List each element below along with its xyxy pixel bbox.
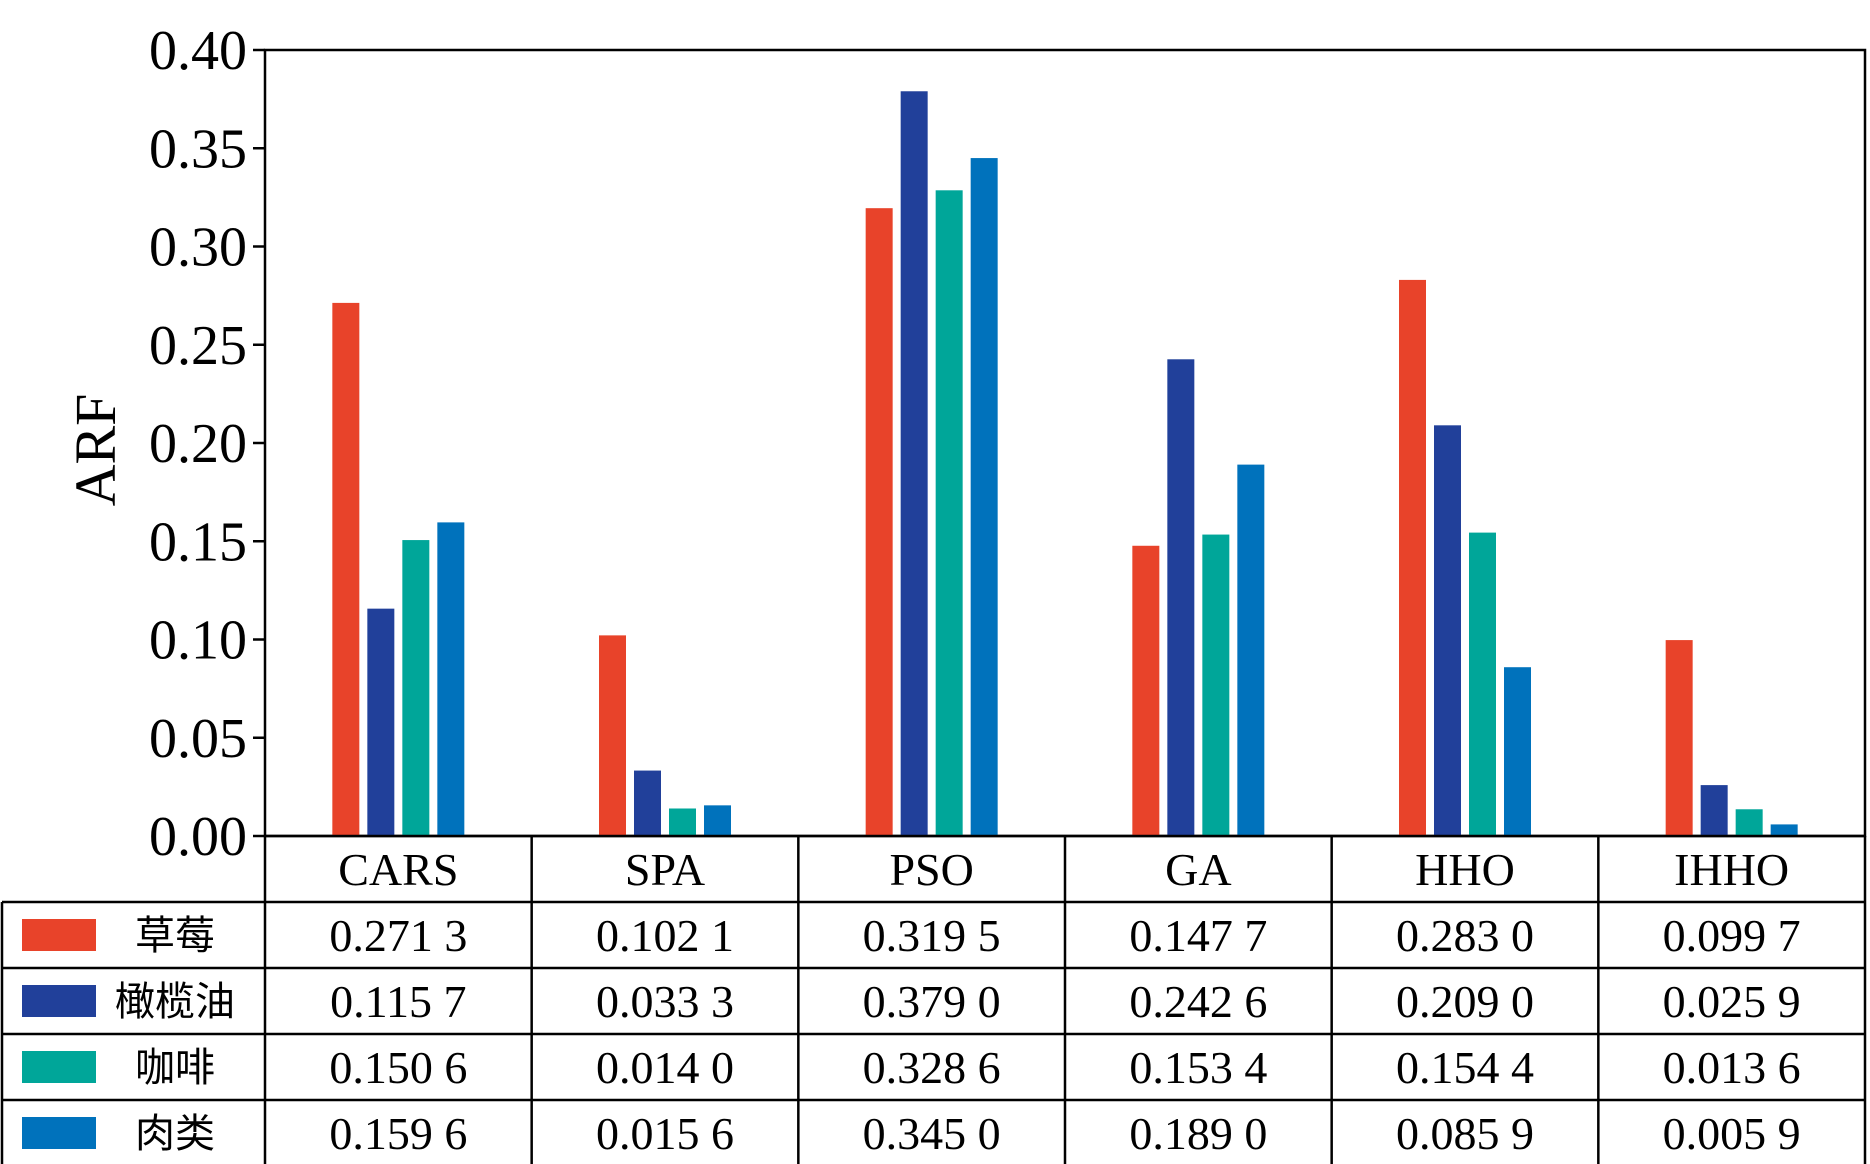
bar <box>1665 640 1693 836</box>
x-category-label: PSO <box>889 844 973 895</box>
data-label: 0.025 9 <box>1663 976 1801 1027</box>
data-label: 0.085 9 <box>1396 1108 1534 1159</box>
bar <box>1770 824 1798 836</box>
data-label: 0.379 0 <box>863 976 1001 1027</box>
data-label: 0.033 3 <box>596 976 734 1027</box>
legend-label: 橄榄油 <box>115 979 235 1025</box>
bar <box>402 540 430 836</box>
bar <box>1504 667 1531 836</box>
y-tick-label: 0.15 <box>149 511 247 573</box>
data-label: 0.283 0 <box>1396 910 1534 961</box>
bar <box>1399 279 1426 836</box>
x-category-label: HHO <box>1415 844 1515 895</box>
bar <box>437 522 465 836</box>
bar <box>1132 545 1160 836</box>
data-label: 0.115 7 <box>330 976 466 1027</box>
y-tick-label: 0.30 <box>149 217 247 279</box>
data-label: 0.005 9 <box>1663 1108 1801 1159</box>
data-label: 0.319 5 <box>863 910 1001 961</box>
bar <box>935 190 963 836</box>
data-label: 0.209 0 <box>1396 976 1534 1027</box>
bar <box>1469 532 1496 836</box>
data-label: 0.159 6 <box>329 1108 467 1159</box>
bar <box>1202 534 1230 836</box>
bar <box>599 635 626 836</box>
bar <box>1434 425 1461 836</box>
y-tick-label: 0.40 <box>149 20 247 82</box>
bars <box>332 91 1798 836</box>
bar <box>704 805 731 836</box>
bar <box>669 808 696 836</box>
data-label: 0.328 6 <box>863 1042 1001 1093</box>
y-tick-label: 0.35 <box>149 118 247 180</box>
data-label: 0.150 6 <box>329 1042 467 1093</box>
data-label: 0.099 7 <box>1663 910 1801 961</box>
bar <box>1167 359 1195 836</box>
bar <box>1700 785 1728 836</box>
y-tick-label: 0.10 <box>149 610 247 672</box>
data-label: 0.015 6 <box>596 1108 734 1159</box>
data-label: 0.102 1 <box>596 910 734 961</box>
bar <box>900 91 928 836</box>
plot-border <box>263 48 1867 838</box>
bar <box>367 608 395 836</box>
x-category-label: SPA <box>625 844 705 895</box>
bar <box>865 208 893 836</box>
data-label: 0.271 3 <box>329 910 467 961</box>
y-axis-title: ARF <box>63 394 128 507</box>
bar <box>970 158 998 836</box>
plot-frame <box>263 48 1867 838</box>
legend-label: 肉类 <box>135 1111 215 1157</box>
x-category-label: GA <box>1165 844 1231 895</box>
legend-swatch <box>22 985 96 1017</box>
bar <box>332 302 360 836</box>
bar <box>1735 809 1763 836</box>
legend-swatch <box>22 919 96 951</box>
legend-label: 草莓 <box>135 913 215 959</box>
y-tick-label: 0.05 <box>149 708 247 770</box>
data-label: 0.147 7 <box>1129 910 1267 961</box>
data-label: 0.013 6 <box>1663 1042 1801 1093</box>
y-tick-label: 0.25 <box>149 315 247 377</box>
bar <box>1237 464 1265 836</box>
data-label: 0.345 0 <box>863 1108 1001 1159</box>
data-label: 0.189 0 <box>1129 1108 1267 1159</box>
x-category-label: CARS <box>338 844 458 895</box>
y-axis: 0.00 0.05 0.10 0.15 0.20 0.25 0.30 0.35 0.40 <box>149 20 265 868</box>
y-tick-label: 0.20 <box>149 413 247 475</box>
y-tick-label: 0.00 <box>149 806 247 868</box>
data-label: 0.242 6 <box>1129 976 1267 1027</box>
x-category-label: IHHO <box>1674 844 1789 895</box>
legend-label: 咖啡 <box>135 1045 215 1091</box>
data-table: CARS SPA PSO GA HHO IHHO 草莓 0.271 3 0.102 1 0.319… <box>0 834 1867 1164</box>
bar <box>634 770 661 836</box>
data-label: 0.153 4 <box>1129 1042 1267 1093</box>
data-label: 0.154 4 <box>1396 1042 1534 1093</box>
data-label: 0.014 0 <box>596 1042 734 1093</box>
legend-swatch <box>22 1117 96 1149</box>
legend-swatch <box>22 1051 96 1083</box>
